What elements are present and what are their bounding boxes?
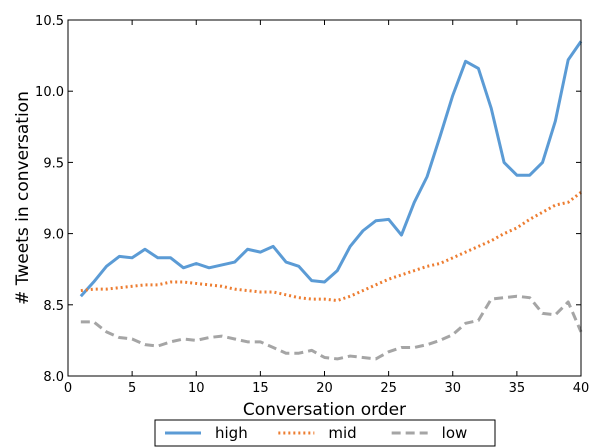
legend-box [154, 419, 496, 447]
x-tick-label: 0 [64, 381, 72, 396]
x-tick-label: 25 [380, 381, 397, 396]
x-tick-label: 35 [509, 381, 526, 396]
y-tick-label: 10.0 [35, 85, 64, 100]
y-tick-label: 8.0 [43, 370, 64, 385]
plot-area [79, 40, 583, 361]
x-tick-label: 15 [252, 381, 269, 396]
axes: 0 5 10 15 20 25 30 35 40 8.0 8.5 9.0 9.5 10.0 10.5 [35, 14, 589, 396]
x-tick-label: 10 [188, 381, 205, 396]
series-line-low [80, 294, 583, 361]
y-tick-label: 9.5 [43, 156, 64, 171]
x-tick-label: 30 [444, 381, 461, 396]
y-axis-label: # Tweets in conversation [13, 91, 33, 305]
legend-label-high: high [215, 424, 248, 442]
legend: high mid low [154, 419, 496, 447]
series-line-high [79, 40, 583, 298]
axes-frame [67, 19, 582, 377]
series-line-mid [80, 191, 582, 303]
x-axis-label: Conversation order [243, 400, 406, 420]
legend-label-mid: mid [328, 424, 356, 442]
legend-label-low: low [442, 424, 468, 442]
x-tick-label: 20 [316, 381, 333, 396]
y-tick-label: 10.5 [35, 14, 64, 29]
x-tick-label: 40 [573, 381, 590, 396]
x-tick-label: 5 [128, 381, 136, 396]
y-tick-label: 9.0 [43, 228, 64, 243]
y-tick-label: 8.5 [43, 299, 64, 314]
